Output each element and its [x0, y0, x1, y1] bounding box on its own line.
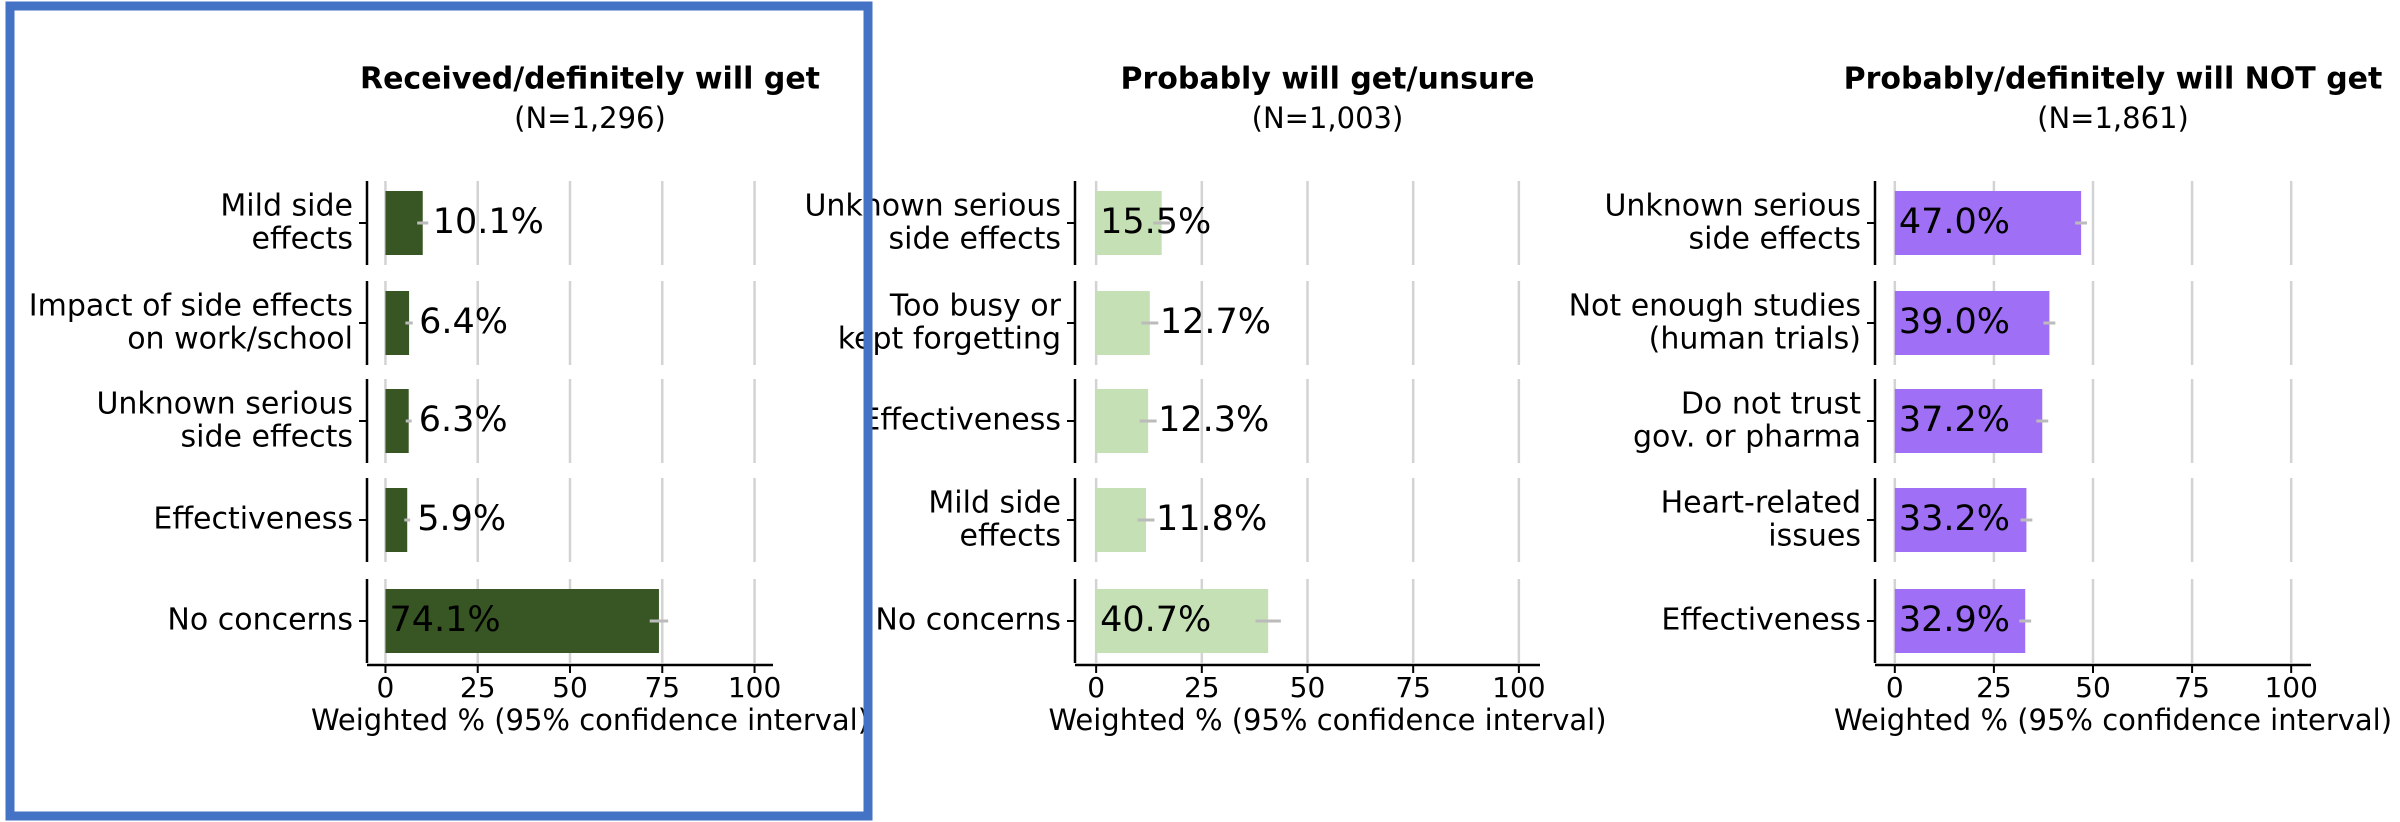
x-tick-label: 100	[728, 671, 781, 704]
bar	[1894, 389, 2043, 453]
x-axis-label: Weighted % (95% confidence interval)	[1834, 703, 2392, 737]
category-label: Mild side effects	[928, 485, 1061, 553]
chart-title: Probably/definitely will NOT get	[1844, 62, 2383, 97]
chart-title: Received/definitely will get	[360, 62, 820, 97]
bar	[1096, 389, 1149, 453]
bar	[1096, 191, 1162, 255]
bar	[1096, 589, 1269, 653]
value-label: 6.4%	[419, 302, 508, 342]
category-label: Effectiveness	[153, 502, 353, 537]
category-label: No concerns	[167, 603, 353, 638]
x-tick-label: 75	[644, 671, 680, 704]
chart-title: Probably will get/unsure	[1120, 62, 1534, 97]
x-tick-label: 50	[552, 671, 588, 704]
value-label: 39.0%	[1899, 302, 2010, 342]
chart-subtitle: (N=1,861)	[2037, 101, 2189, 135]
value-label: 11.8%	[1156, 499, 1267, 539]
x-tick-label: 100	[1492, 671, 1545, 704]
chart-subtitle: (N=1,003)	[1252, 101, 1404, 135]
x-tick-label: 25	[1184, 671, 1220, 704]
value-label: 40.7%	[1100, 600, 1211, 640]
category-label: Unknown serious side effects	[1604, 188, 1861, 256]
bar	[385, 191, 423, 255]
bar	[1894, 291, 2050, 355]
bar	[385, 488, 408, 552]
x-tick-label: 50	[1290, 671, 1326, 704]
bar	[385, 389, 409, 453]
x-tick-label: 25	[460, 671, 496, 704]
category-label: Heart-related issues	[1661, 485, 1861, 553]
plots: Received/definitely will get (N=1,296) Mil…	[29, 62, 2392, 738]
value-label: 6.3%	[419, 400, 508, 440]
category-label: Not enough studies (human trials)	[1569, 288, 1861, 356]
x-tick-label: 100	[2264, 671, 2317, 704]
category-label: Effectiveness	[1661, 603, 1861, 638]
x-axis-label: Weighted % (95% confidence interval)	[311, 703, 869, 737]
bar	[1894, 191, 2082, 255]
value-label: 5.9%	[417, 499, 506, 539]
value-label: 15.5%	[1100, 202, 1211, 242]
highlight-box	[5, 1, 873, 821]
x-tick-label: 50	[2075, 671, 2111, 704]
value-label: 10.1%	[433, 202, 544, 242]
category-label: Mild side effects	[220, 188, 353, 256]
category-label: Do not trust gov. or pharma	[1633, 386, 1861, 454]
x-tick-label: 75	[1395, 671, 1431, 704]
category-label: Unknown serious side effects	[804, 188, 1061, 256]
bar	[1894, 488, 2027, 552]
bar	[385, 589, 659, 653]
bar	[1096, 291, 1150, 355]
category-label: Too busy or kept forgetting	[838, 288, 1062, 356]
category-label: Effectiveness	[861, 403, 1061, 438]
value-label: 32.9%	[1899, 600, 2010, 640]
value-label: 12.3%	[1158, 400, 1269, 440]
value-label: 74.1%	[389, 600, 500, 640]
category-label: Unknown serious side effects	[96, 386, 353, 454]
x-tick-label: 0	[377, 671, 395, 704]
x-tick-label: 0	[1087, 671, 1105, 704]
category-label: No concerns	[875, 603, 1061, 638]
value-label: 12.7%	[1160, 302, 1271, 342]
value-label: 37.2%	[1899, 400, 2010, 440]
bar	[385, 291, 410, 355]
x-tick-label: 0	[1886, 671, 1904, 704]
bar	[1894, 589, 2026, 653]
chart-subtitle: (N=1,296)	[514, 101, 666, 135]
x-axis-label: Weighted % (95% confidence interval)	[1048, 703, 1606, 737]
value-label: 33.2%	[1899, 499, 2010, 539]
x-tick-label: 25	[1976, 671, 2012, 704]
x-tick-label: 75	[2174, 671, 2210, 704]
value-label: 47.0%	[1899, 202, 2010, 242]
category-label: Impact of side effects on work/school	[29, 288, 353, 356]
